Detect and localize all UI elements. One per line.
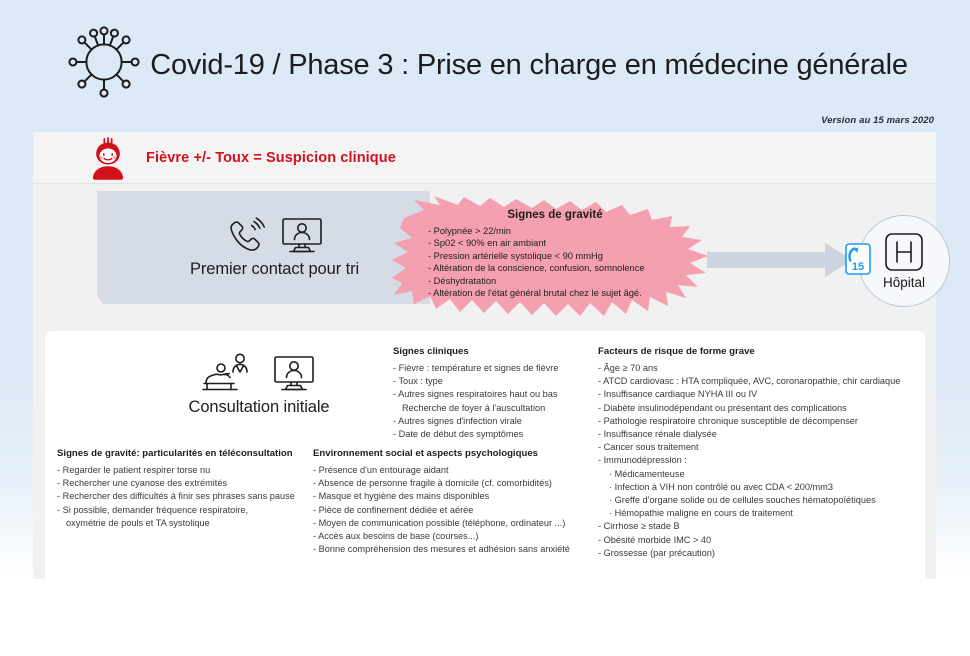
suspicion-text: Fièvre +/- Toux = Suspicion clinique: [146, 149, 396, 166]
hospital-node[interactable]: Hôpital: [858, 215, 950, 307]
starburst-content: Signes de gravité - Polypnée > 22/min - S…: [392, 196, 710, 318]
column-list: - Regarder le patient respirer torse nu -…: [57, 464, 295, 530]
page-title: Covid-19 / Phase 3 : Prise en charge en …: [150, 48, 908, 81]
detail-card: [45, 331, 925, 579]
list-item: · Infection à VIH non contrôlé ou avec C…: [609, 481, 833, 492]
column-heading: Signes de gravité: particularités en tél…: [57, 448, 293, 459]
column-teleconsultation: Signes de gravité: particularités en tél…: [57, 448, 295, 530]
starburst-title: Signes de gravité: [507, 209, 603, 221]
ringing-phone-icon: [229, 216, 265, 251]
list-item: - Rechercher une cyanose des extrémités: [57, 478, 228, 489]
triage-box: [97, 191, 430, 304]
version-label: Version au 15 mars 2020: [821, 115, 934, 126]
column-heading: Facteurs de risque de forme grave: [598, 346, 755, 357]
column-list: - Fièvre : température et signes de fièv…: [393, 362, 558, 441]
right-arrow-icon: [707, 243, 853, 277]
list-item: - Date de début des symptômes: [393, 429, 524, 440]
list-item: - Accès aux besoins de base (courses...): [313, 531, 479, 542]
list-item: - Diabète insulinodépendant ou présentan…: [598, 402, 847, 413]
starburst-shape: [392, 196, 708, 316]
list-item: - Fièvre : température et signes de fièv…: [393, 363, 559, 373]
list-item: · Médicamenteuse: [609, 468, 685, 479]
column-heading: Environnement social et aspects psycholo…: [313, 448, 538, 459]
suspicion-banner: Fièvre +/- Toux = Suspicion clinique: [33, 132, 936, 184]
triage-icons: [226, 216, 324, 255]
list-item: - Âge ≥ 70 ans: [598, 363, 658, 373]
starburst-list: - Polypnée > 22/min - Sp02 < 90% en air a…: [428, 225, 688, 299]
consultation-label: Consultation initiale: [188, 398, 330, 416]
list-item: - Si possible, demander fréquence respir…: [57, 504, 248, 515]
list-item: - Regarder le patient respirer torse nu: [57, 465, 211, 475]
triage-label: Premier contact pour tri: [189, 259, 360, 278]
list-item: - Insuffisance cardiaque NYHA III ou IV: [598, 389, 758, 400]
list-item: - Obésité morbide IMC > 40: [598, 534, 712, 545]
list-item: - Grossesse (par précaution): [598, 547, 715, 558]
list-item: - Cancer sous traitement: [598, 442, 699, 453]
list-item: oxymétrie de pouls et TA systolique: [66, 517, 210, 528]
list-item: - Toux : type: [393, 376, 443, 387]
sick-child-icon: [92, 136, 124, 180]
coronavirus-icon: [68, 26, 140, 98]
consultation-block: Consultation initiale: [148, 352, 370, 417]
list-item: - Masque et hygiène des mains disponible…: [313, 491, 490, 502]
list-item: - Altération de la conscience, confusion…: [428, 263, 645, 274]
consultation-icons: [202, 352, 316, 394]
list-item: - Absence de personne fragile à domicile…: [313, 478, 552, 489]
column-list: - Présence d'un entourage aidant - Absenc…: [313, 464, 570, 556]
list-item: - Présence d'un entourage aidant: [313, 465, 449, 475]
hospital-label: Hôpital: [882, 275, 926, 290]
list-item: - Pathologie respiratoire chronique susc…: [598, 415, 858, 426]
title-row: Covid-19 / Phase 3 : Prise en charge en …: [0, 26, 970, 98]
list-item: · Hémopathie maligne en cours de traitem…: [609, 508, 793, 519]
list-item: - Déshydratation: [428, 275, 497, 286]
list-item: - Moyen de communication possible (télép…: [313, 517, 566, 528]
list-item: - Bonne compréhension des mesures et adh…: [313, 544, 570, 555]
list-item: - ATCD cardiovasc : HTA compliquée, AVC,…: [598, 376, 901, 387]
list-item: - Pièce de confinement dédiée et aérée: [313, 504, 474, 515]
list-item: - Immunodépression :: [598, 455, 687, 466]
list-item: - Altération de l'état général brutal ch…: [428, 288, 642, 299]
column-environnement: Environnement social et aspects psycholo…: [313, 448, 570, 556]
list-item: - Polypnée > 22/min: [428, 226, 511, 236]
list-item: - Insuffisance rénale dialysée: [598, 429, 717, 440]
teleconsultation-monitor-icon: [274, 356, 314, 391]
doctor-examining-patient-icon: [202, 353, 248, 391]
list-item: - Sp02 < 90% en air ambiant: [428, 238, 547, 249]
list-item: - Cirrhose ≥ stade B: [598, 521, 680, 532]
column-heading: Signes cliniques: [393, 346, 469, 357]
column-list: - Âge ≥ 70 ans - ATCD cardiovasc : HTA co…: [598, 362, 900, 560]
list-item: Recherche de foyer à l'auscultation: [402, 402, 546, 413]
severity-starburst: Signes de gravité - Polypnée > 22/min - S…: [392, 196, 710, 318]
emergency-phone-icon[interactable]: 15: [845, 243, 871, 275]
list-item: - Pression artérielle systolique < 90 mm…: [428, 250, 603, 261]
list-item: - Rechercher des difficultés à finir ses…: [57, 491, 295, 502]
triage-content: Premier contact pour tri: [97, 191, 430, 304]
list-item: - Autres signes respiratoires haut ou ba…: [393, 389, 558, 400]
list-item: · Greffe d'organe solide ou de cellules …: [609, 495, 876, 506]
teleconsultation-monitor-icon: [281, 217, 322, 252]
badge-number: 15: [852, 261, 864, 273]
column-facteurs-risque: Facteurs de risque de forme grave - Âge …: [598, 346, 900, 560]
hospital-h-icon: [885, 233, 923, 271]
column-signes-cliniques: Signes cliniques - Fièvre : température …: [393, 346, 558, 441]
list-item: - Autres signes d'infection virale: [393, 415, 522, 426]
